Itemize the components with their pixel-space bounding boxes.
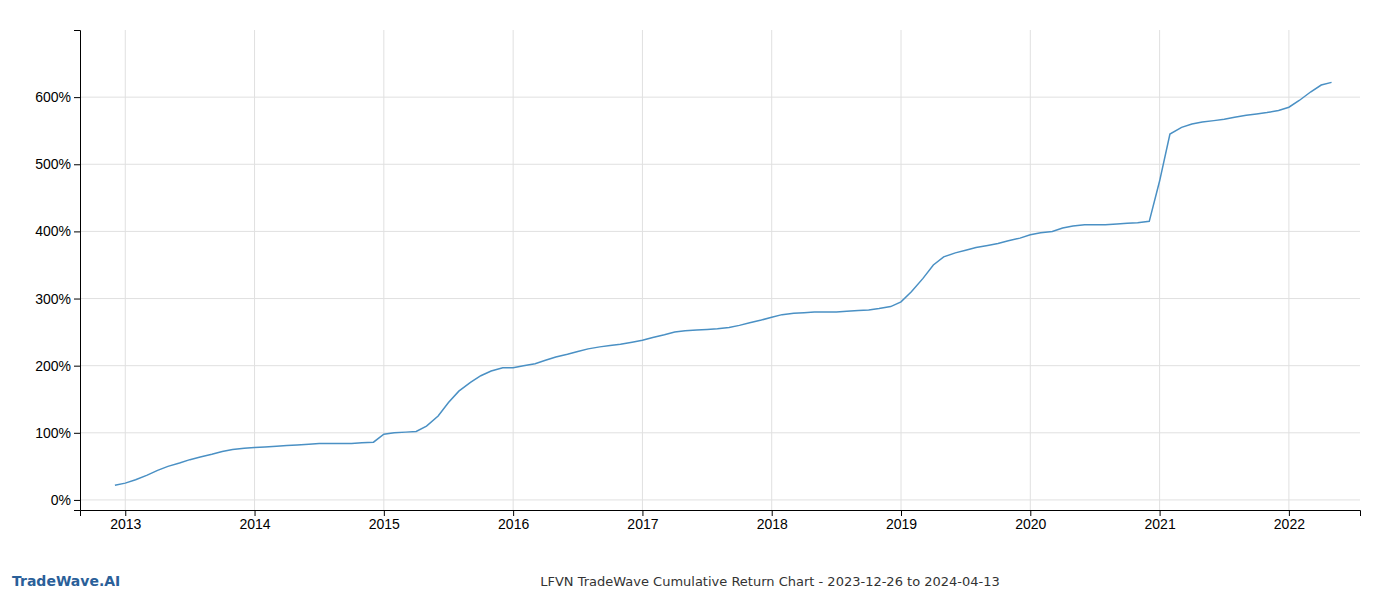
y-tick: 200% <box>35 358 80 374</box>
y-tick-mark <box>74 97 80 98</box>
x-tick-label: 2022 <box>1274 516 1305 532</box>
y-tick-label: 400% <box>35 223 71 239</box>
chart: 2013 2014 2015 2016 2017 2018 2019 2020 2021 2022… <box>0 0 1400 600</box>
y-tick-mark <box>74 231 80 232</box>
y-tick-mark <box>74 164 80 165</box>
grid-line-y <box>80 231 1360 232</box>
grid-line-y <box>80 365 1360 366</box>
plot: 2013 2014 2015 2016 2017 2018 2019 2020 2021 2022… <box>35 30 1360 532</box>
grid-line-x <box>642 30 643 510</box>
grid <box>80 30 1360 510</box>
line <box>115 82 1332 485</box>
x-tick-label: 2015 <box>369 516 400 532</box>
y-tick: 100% <box>35 425 80 441</box>
y-tick-mark <box>74 433 80 434</box>
grid-line-x <box>1288 30 1289 510</box>
x-tick-label: 2014 <box>239 516 270 532</box>
grid-line-y <box>80 97 1360 98</box>
grid-line-x <box>513 30 514 510</box>
x-tick: 2021 <box>1145 510 1176 532</box>
y-axis: 0% 100% 200% 300% 400% 500% 600% <box>35 31 80 511</box>
x-tick: 2016 <box>498 510 529 532</box>
x-tick: 2018 <box>757 510 788 532</box>
x-tick: 2015 <box>369 510 400 532</box>
x-tick: 2017 <box>627 510 658 532</box>
x-tick-label: 2018 <box>757 516 788 532</box>
x-tick-label: 2013 <box>110 516 141 532</box>
title: LFVN TradeWave Cumulative Return Chart -… <box>540 574 1000 589</box>
y-tick: 600% <box>35 89 80 105</box>
y-tick-mark <box>74 299 80 300</box>
grid-line-x <box>125 30 126 510</box>
y-tick-label: 200% <box>35 358 71 374</box>
watermark: TradeWave.AI <box>12 573 120 589</box>
grid-line-y <box>80 432 1360 433</box>
grid-line-x <box>383 30 384 510</box>
y-tick-mark <box>74 500 80 501</box>
marks <box>115 82 1332 485</box>
x-tick: 2022 <box>1274 510 1305 532</box>
y-axis-line <box>74 31 81 511</box>
x-tick: 2019 <box>886 510 917 532</box>
y-tick: 400% <box>35 223 80 239</box>
y-tick-mark <box>74 366 80 367</box>
grid-line-y <box>80 499 1360 500</box>
x-tick-label: 2017 <box>627 516 658 532</box>
grid-line-x <box>901 30 902 510</box>
x-tick-label: 2020 <box>1015 516 1046 532</box>
x-tick-label: 2016 <box>498 516 529 532</box>
y-tick: 500% <box>35 156 80 172</box>
x-tick: 2014 <box>239 510 270 532</box>
y-tick-label: 500% <box>35 156 71 172</box>
y-tick: 0% <box>51 492 80 508</box>
y-tick-label: 300% <box>35 291 71 307</box>
x-tick-label: 2019 <box>886 516 917 532</box>
x-tick-label: 2021 <box>1145 516 1176 532</box>
grid-line-x <box>254 30 255 510</box>
x-axis: 2013 2014 2015 2016 2017 2018 2019 2020 2021 2022 <box>81 510 1361 532</box>
x-tick: 2013 <box>110 510 141 532</box>
grid-line-x <box>771 30 772 510</box>
grid-line-y <box>80 298 1360 299</box>
grid-line-x <box>1159 30 1160 510</box>
grid-line-x <box>1030 30 1031 510</box>
x-tick: 2020 <box>1015 510 1046 532</box>
y-tick-label: 600% <box>35 89 71 105</box>
y-tick-label: 0% <box>51 492 71 508</box>
grid-line-y <box>80 164 1360 165</box>
y-tick: 300% <box>35 291 80 307</box>
y-tick-label: 100% <box>35 425 71 441</box>
